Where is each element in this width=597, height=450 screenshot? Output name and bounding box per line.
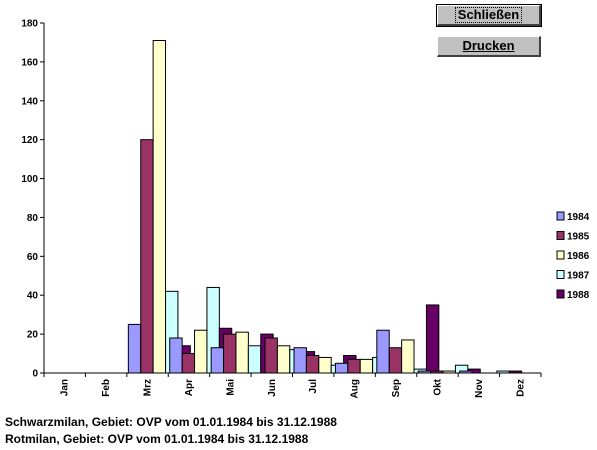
close-button[interactable]: Schließen bbox=[436, 4, 542, 27]
bar bbox=[247, 345, 262, 374]
bar bbox=[210, 347, 225, 374]
x-tick-label: Feb bbox=[101, 379, 112, 397]
y-tick-label: 180 bbox=[21, 19, 38, 30]
bar-chart: 0 20 40 60 80 100 120 140 160 180 Jan Feb Mrz Apr Mai J… bbox=[21, 19, 590, 399]
bar bbox=[425, 304, 440, 374]
bar bbox=[194, 329, 208, 374]
print-button-label: Drucken bbox=[462, 38, 515, 53]
bar bbox=[235, 331, 249, 374]
y-tick-label: 40 bbox=[27, 291, 39, 302]
legend-label: 1985 bbox=[567, 232, 590, 243]
x-tick-label: Mrz bbox=[143, 379, 154, 396]
bar bbox=[401, 339, 415, 374]
y-tick-label: 100 bbox=[21, 174, 38, 185]
legend-label: 1987 bbox=[567, 271, 590, 282]
bar bbox=[334, 362, 349, 374]
x-tick-label: Aug bbox=[350, 379, 361, 398]
legend-label: 1988 bbox=[567, 290, 590, 301]
legend-label: 1986 bbox=[567, 251, 590, 262]
bar bbox=[140, 139, 154, 374]
legend-swatch bbox=[556, 231, 565, 240]
footer-line-2: Rotmilan, Gebiet: OVP vom 01.01.1984 bis… bbox=[5, 432, 309, 446]
legend-swatch bbox=[556, 270, 565, 279]
bar bbox=[318, 356, 332, 374]
bar bbox=[169, 337, 183, 374]
x-tick-label: Jun bbox=[267, 379, 278, 397]
x-tick-label: Jul bbox=[308, 379, 319, 394]
bar bbox=[276, 345, 291, 374]
x-tick-label: Mai bbox=[225, 379, 236, 396]
bar bbox=[264, 337, 278, 374]
bar bbox=[347, 358, 361, 374]
x-tick-label: Dez bbox=[515, 379, 526, 397]
x-tick-label: Okt bbox=[432, 378, 443, 395]
y-tick-label: 60 bbox=[27, 252, 39, 263]
legend-swatch bbox=[556, 250, 565, 260]
bar bbox=[181, 353, 196, 374]
y-tick-label: 0 bbox=[32, 369, 38, 380]
legend-swatch bbox=[556, 211, 565, 221]
y-tick-label: 140 bbox=[21, 96, 38, 107]
bar bbox=[127, 323, 142, 374]
bar bbox=[152, 40, 167, 374]
footer-line-1: Schwarzmilan, Gebiet: OVP vom 01.01.1984… bbox=[5, 415, 337, 429]
bar bbox=[305, 355, 320, 374]
x-tick-label: Apr bbox=[184, 379, 195, 396]
x-tick-label: Jan bbox=[60, 379, 71, 396]
x-tick-label: Nov bbox=[474, 379, 485, 398]
bar bbox=[376, 329, 390, 374]
legend-swatch bbox=[556, 289, 565, 299]
bar bbox=[223, 333, 237, 374]
bar bbox=[293, 347, 307, 374]
y-tick-label: 120 bbox=[21, 135, 38, 146]
legend-label: 1984 bbox=[567, 212, 590, 223]
close-button-label: Schließen bbox=[454, 7, 523, 23]
bar bbox=[359, 358, 374, 374]
bar bbox=[388, 347, 403, 374]
y-tick-label: 80 bbox=[27, 213, 39, 224]
print-button[interactable]: Drucken bbox=[437, 36, 541, 57]
y-tick-label: 20 bbox=[27, 330, 39, 341]
x-tick-label: Sep bbox=[391, 379, 402, 397]
y-tick-label: 160 bbox=[21, 57, 38, 68]
